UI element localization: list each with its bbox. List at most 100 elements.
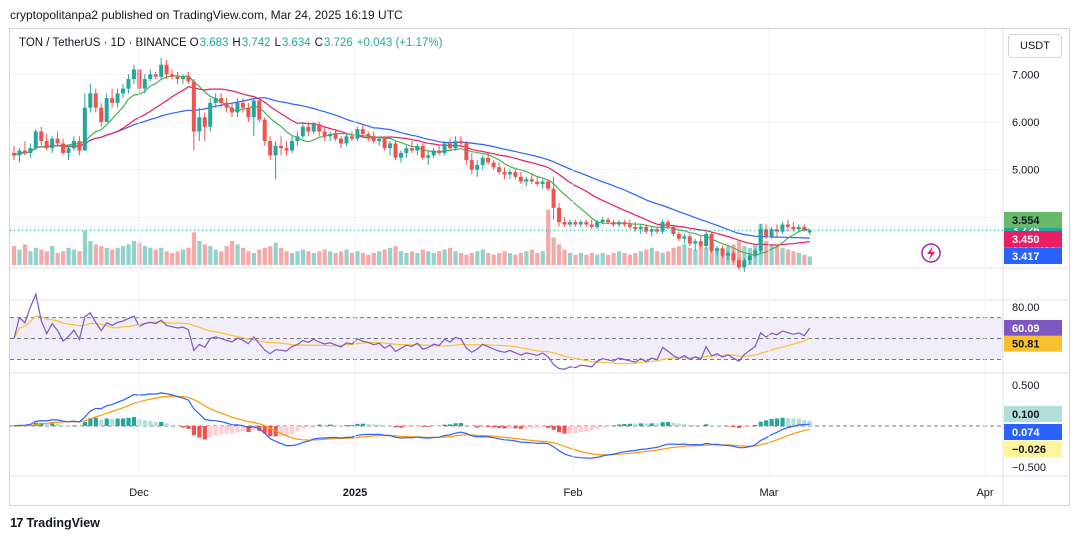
- macd-histogram-bar: [731, 426, 736, 428]
- macd-histogram-bar: [159, 421, 164, 426]
- macd-histogram-bar: [66, 425, 71, 427]
- volume-bar: [611, 252, 616, 265]
- volume-bar: [191, 232, 197, 265]
- volume-bar: [246, 251, 251, 265]
- volume-bar: [180, 249, 186, 265]
- volume-bar: [426, 251, 431, 265]
- macd-histogram-bar: [164, 423, 169, 426]
- candle-body: [126, 79, 131, 89]
- macd-histogram-bar: [589, 426, 594, 431]
- candle-body: [311, 124, 316, 132]
- volume-bar: [622, 252, 627, 265]
- volume-bar: [317, 251, 322, 265]
- volume-bar: [475, 251, 480, 265]
- macd-histogram-bar: [502, 426, 507, 429]
- ma-slow-tag-bg: [1004, 248, 1062, 264]
- ma-fast-tag-bg: [1004, 212, 1062, 228]
- candle-body: [306, 126, 311, 132]
- macd-histogram-bar: [529, 426, 534, 429]
- candle-body: [61, 143, 66, 153]
- macd-histogram-bar: [736, 426, 742, 428]
- macd-histogram-bar: [77, 426, 82, 427]
- header-o-value: 3.683: [200, 37, 229, 49]
- macd-histogram-bar: [377, 424, 382, 426]
- volume-bar: [186, 247, 191, 265]
- lightning-glyph: [927, 246, 935, 260]
- candle-body: [753, 250, 758, 256]
- rsi-line: [13, 292, 811, 370]
- candle-body: [693, 241, 698, 244]
- macd-histogram-bar: [404, 426, 409, 428]
- macd-histogram-bar: [393, 426, 398, 428]
- macd-histogram-bar: [704, 424, 709, 426]
- volume-bar: [715, 247, 720, 265]
- candle-body: [295, 136, 300, 142]
- volume-bar: [736, 240, 742, 265]
- candle-body: [230, 107, 234, 113]
- macd-histogram-bar: [682, 423, 687, 426]
- volume-bar: [491, 254, 496, 265]
- candle-body: [524, 179, 529, 182]
- macd-histogram-bar: [469, 426, 474, 427]
- volume-bar: [55, 252, 60, 265]
- macd-histogram-bar: [764, 420, 769, 426]
- macd-histogram-bar: [131, 417, 137, 426]
- candle-body: [50, 138, 55, 149]
- candle-body: [66, 148, 71, 153]
- volume-bar: [584, 254, 589, 265]
- volume-bar: [208, 246, 213, 265]
- candle-body: [557, 207, 561, 223]
- volume-bar: [175, 251, 180, 265]
- macd-histogram-bar: [758, 421, 763, 426]
- macd-histogram-bar: [627, 423, 633, 426]
- candle-body: [802, 226, 807, 231]
- macd-histogram-bar: [153, 421, 158, 426]
- volume-bar: [742, 246, 747, 265]
- macd-histogram-bar: [126, 417, 131, 426]
- candle-body: [497, 167, 502, 173]
- macd-histogram-bar: [666, 422, 671, 426]
- volume-bar: [486, 252, 491, 265]
- volume-bar: [279, 247, 284, 265]
- volume-bar: [796, 252, 801, 265]
- candle-body: [88, 93, 93, 108]
- macd-histogram-bar: [349, 425, 355, 426]
- volume-bar: [142, 246, 147, 265]
- header-symbol: TON / TetherUS · 1D · BINANCE: [19, 37, 187, 49]
- macd-histogram-bar: [611, 425, 616, 426]
- volume-bar: [769, 244, 774, 265]
- x-tick-label: Mar: [760, 487, 779, 499]
- volume-bar: [807, 256, 812, 265]
- volume-bar: [458, 252, 464, 265]
- macd-histogram-bar: [715, 425, 720, 427]
- chart-frame[interactable]: [9, 28, 1070, 506]
- candle-body: [33, 131, 38, 149]
- candle-body: [660, 222, 665, 232]
- macd-histogram-bar: [557, 426, 562, 433]
- volume-bar: [377, 251, 382, 265]
- candle-body: [437, 150, 442, 153]
- volume-bar: [44, 251, 49, 265]
- tradingview-logo-icon: 17: [10, 515, 24, 530]
- currency-button[interactable]: USDT: [1008, 34, 1062, 58]
- volume-bar: [300, 249, 306, 265]
- macd-histogram-bar: [747, 426, 752, 427]
- candle-body: [644, 226, 649, 232]
- volume-bar: [573, 254, 578, 265]
- volume-bar: [289, 252, 295, 265]
- candle-body: [360, 129, 365, 134]
- macd-hist-tag-bg: [1004, 406, 1062, 422]
- candle-body: [213, 98, 218, 103]
- ma-mid-tag-bg: [1004, 231, 1062, 247]
- candle-body: [175, 76, 180, 80]
- candle-body: [426, 155, 431, 158]
- candle-body: [235, 102, 240, 113]
- volume-bar: [578, 252, 583, 265]
- macd-histogram-bar: [540, 426, 545, 428]
- candle-body: [475, 164, 480, 170]
- volume-bar: [415, 252, 420, 265]
- candle-body: [769, 229, 774, 237]
- candle-body: [715, 248, 720, 251]
- volume-bar: [785, 249, 791, 265]
